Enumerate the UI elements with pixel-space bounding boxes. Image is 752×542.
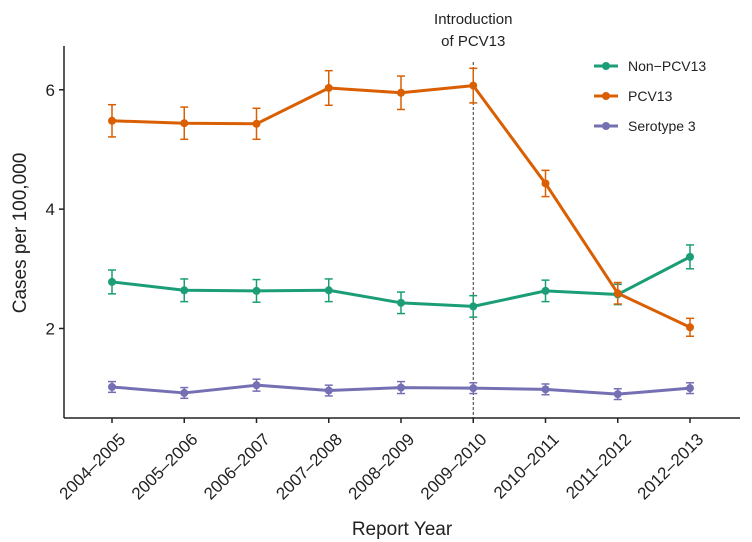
data-point	[397, 88, 405, 97]
x-axis-title: Report Year	[352, 519, 453, 540]
legend-label: Serotype 3	[628, 118, 696, 134]
annotation-layer: Introduction of PCV13	[434, 11, 512, 418]
data-point	[397, 383, 405, 392]
data-point	[108, 116, 116, 125]
data-point	[686, 252, 694, 261]
data-point	[686, 323, 694, 332]
annotation-line-2: of PCV13	[441, 33, 505, 50]
legend-item: Non−PCV13	[594, 58, 706, 74]
legend-label: PCV13	[628, 88, 673, 104]
x-tick-label: 2012–2013	[634, 430, 708, 504]
y-tick-label: 2	[46, 319, 55, 338]
y-tick-label: 6	[46, 81, 55, 100]
legend-swatch-point	[602, 62, 610, 70]
y-axis-title: Cases per 100,000	[10, 153, 31, 314]
data-point	[469, 302, 478, 311]
data-point	[108, 382, 116, 391]
legend-item: PCV13	[594, 88, 673, 104]
legend: Non−PCV13 PCV13 Serotype 3	[594, 58, 706, 134]
data-point	[613, 390, 622, 399]
data-point	[324, 386, 333, 395]
data-point	[324, 83, 333, 92]
data-point	[252, 381, 261, 390]
ticks: 2462004–20052005–20062006–20072007–20082…	[46, 81, 708, 504]
data-point	[324, 286, 333, 295]
axes	[63, 46, 740, 419]
data-point	[469, 81, 478, 90]
data-point	[397, 298, 405, 307]
legend-swatch-point	[602, 122, 610, 130]
data-point	[686, 384, 694, 393]
series-1	[108, 67, 694, 337]
series-layer	[108, 67, 694, 401]
y-tick-label: 4	[46, 200, 55, 219]
data-point	[541, 385, 550, 394]
data-point	[108, 277, 116, 286]
legend-label: Non−PCV13	[628, 58, 706, 74]
x-tick-label: 2006–2007	[200, 430, 274, 504]
series-2	[108, 378, 694, 401]
data-point	[252, 286, 261, 295]
x-tick-label: 2007–2008	[272, 430, 346, 504]
series-0	[108, 244, 694, 318]
data-point	[180, 286, 189, 295]
data-point	[252, 119, 261, 128]
x-tick-label: 2009–2010	[417, 430, 491, 504]
x-tick-label: 2011–2012	[562, 430, 635, 503]
data-point	[541, 286, 550, 295]
annotation-line-1: Introduction	[434, 11, 512, 28]
legend-item: Serotype 3	[594, 118, 696, 134]
x-tick-label: 2010–2011	[490, 430, 563, 503]
data-point	[180, 119, 189, 128]
data-point	[541, 179, 550, 188]
x-tick-label: 2008–2009	[345, 430, 419, 504]
legend-swatch-point	[602, 92, 610, 100]
x-tick-label: 2005–2006	[128, 430, 202, 504]
data-point	[613, 289, 622, 298]
data-point	[180, 388, 189, 397]
data-point	[469, 384, 478, 393]
x-tick-label: 2004–2005	[56, 430, 130, 504]
